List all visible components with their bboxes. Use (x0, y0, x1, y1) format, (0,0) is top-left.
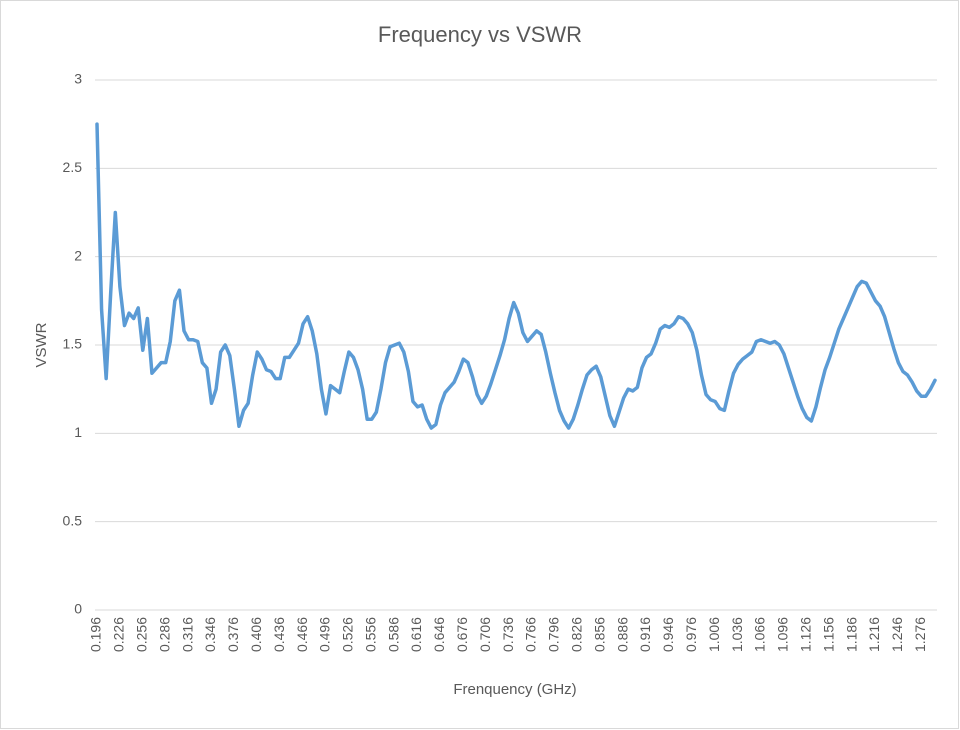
x-tick-label: 0.916 (637, 617, 653, 652)
x-tick-label: 0.676 (454, 617, 470, 652)
x-tick-label: 0.496 (317, 617, 333, 652)
y-tick-label: 0 (74, 601, 82, 617)
x-tick-label: 0.646 (431, 617, 447, 652)
x-tick-label: 1.156 (820, 617, 836, 652)
x-tick-label: 0.706 (477, 617, 493, 652)
y-tick-label: 3 (74, 71, 82, 87)
x-tick-label: 0.946 (660, 617, 676, 652)
chart-title: Frequency vs VSWR (378, 22, 582, 47)
x-tick-label: 1.036 (729, 617, 745, 652)
y-tick-label: 2 (74, 247, 82, 263)
x-tick-label: 0.616 (408, 617, 424, 652)
x-tick-label: 0.256 (133, 617, 149, 652)
x-tick-label: 1.126 (797, 617, 813, 652)
x-tick-label: 0.826 (569, 617, 585, 652)
x-tick-label: 0.226 (111, 617, 127, 652)
x-tick-label: 0.196 (88, 617, 104, 652)
y-tick-label: 1.5 (63, 336, 83, 352)
x-tick-label: 0.436 (271, 617, 287, 652)
x-tick-label: 0.466 (294, 617, 310, 652)
x-tick-label: 1.096 (775, 617, 791, 652)
y-axis-label: VSWR (33, 322, 50, 367)
x-tick-label: 0.406 (248, 617, 264, 652)
x-tick-label: 0.286 (156, 617, 172, 652)
x-tick-label: 0.346 (202, 617, 218, 652)
x-tick-label: 0.766 (523, 617, 539, 652)
x-tick-label: 0.796 (546, 617, 562, 652)
x-axis-label: Frenquency (GHz) (453, 681, 576, 698)
x-tick-label: 0.586 (385, 617, 401, 652)
y-tick-label: 1 (74, 424, 82, 440)
x-tick-label: 1.186 (843, 617, 859, 652)
x-tick-label: 0.376 (225, 617, 241, 652)
data-line (95, 122, 937, 430)
x-tick-label: 1.216 (866, 617, 882, 652)
x-tick-label: 1.006 (706, 617, 722, 652)
x-tick-label: 1.246 (889, 617, 905, 652)
x-tick-label: 1.276 (912, 617, 928, 652)
x-tick-label: 0.526 (340, 617, 356, 652)
x-tick-label: 0.856 (591, 617, 607, 652)
x-tick-label: 0.556 (362, 617, 378, 652)
y-tick-label: 2.5 (63, 159, 83, 175)
x-tick-label: 1.066 (752, 617, 768, 652)
y-tick-label: 0.5 (63, 512, 83, 528)
x-tick-label: 0.736 (500, 617, 516, 652)
x-tick-label: 0.886 (614, 617, 630, 652)
x-tick-label: 0.316 (179, 617, 195, 652)
x-tick-label: 0.976 (683, 617, 699, 652)
